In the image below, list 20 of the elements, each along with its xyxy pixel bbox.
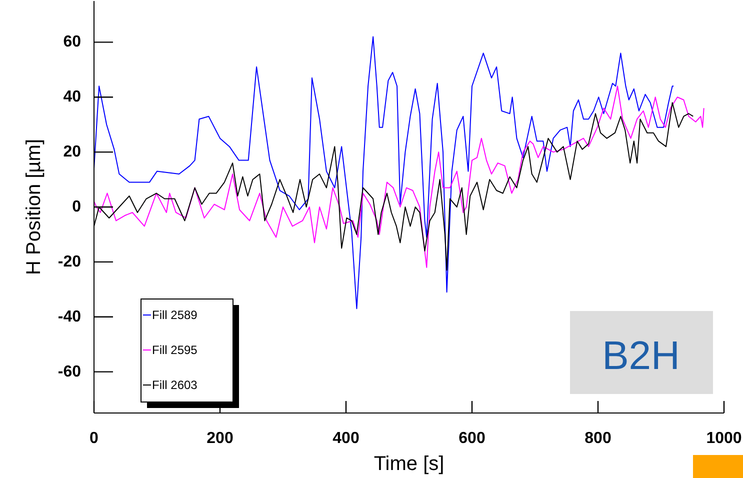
- x-axis-title: Time [s]: [374, 453, 444, 475]
- annotation: B2H: [602, 334, 680, 378]
- x-tick-label: 1000: [706, 430, 742, 447]
- line-series: [94, 36, 674, 310]
- y-tick-label: 0: [72, 198, 82, 216]
- y-tick-label: 20: [63, 144, 82, 161]
- y-tick-label: 60: [63, 34, 82, 51]
- legend-label: Fill 2589: [152, 308, 198, 322]
- x-tick-label: 200: [206, 430, 234, 447]
- y-tick-label: -60: [58, 363, 82, 380]
- x-tick-label: 400: [332, 430, 360, 447]
- y-tick-label: 40: [63, 88, 82, 106]
- legend-label: Fill 2595: [152, 343, 198, 357]
- legend-label: Fill 2603: [152, 378, 198, 392]
- y-tick-label: -20: [58, 253, 82, 270]
- x-tick-label: 0: [90, 430, 99, 447]
- y-tick-label: -40: [58, 308, 82, 326]
- x-tick-label: 800: [584, 430, 612, 447]
- x-tick-label: 600: [458, 430, 486, 447]
- y-axis-title: H Position [µm]: [23, 138, 45, 276]
